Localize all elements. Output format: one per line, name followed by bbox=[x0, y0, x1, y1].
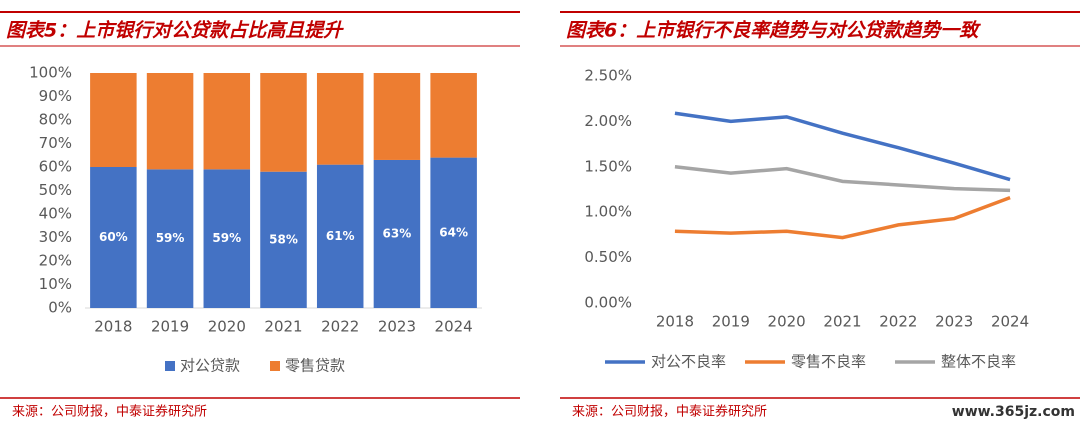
y-tick-label: 70% bbox=[39, 134, 72, 152]
x-tick-label: 2020 bbox=[208, 318, 246, 336]
chart-title: 图表6：上市银行不良率趋势与对公贷款趋势一致 bbox=[566, 20, 981, 42]
data-label: 61% bbox=[326, 229, 355, 243]
legend-label: 对公不良率 bbox=[651, 353, 726, 371]
y-tick-label: 40% bbox=[39, 205, 72, 223]
y-tick-label: 1.50% bbox=[584, 157, 632, 175]
bar-segment bbox=[316, 73, 364, 165]
bar-segment bbox=[316, 164, 364, 308]
legend-label: 对公贷款 bbox=[180, 357, 240, 375]
bar-segment bbox=[146, 169, 194, 308]
bar-segment bbox=[373, 159, 421, 308]
y-tick-label: 2.50% bbox=[584, 67, 632, 85]
y-tick-label: 0% bbox=[48, 299, 72, 317]
data-label: 63% bbox=[383, 226, 412, 240]
x-tick-label: 2024 bbox=[991, 313, 1029, 331]
y-tick-label: 10% bbox=[39, 275, 72, 293]
x-tick-label: 2021 bbox=[264, 318, 302, 336]
x-tick-label: 2018 bbox=[94, 318, 132, 336]
x-tick-label: 2019 bbox=[151, 318, 189, 336]
x-tick-label: 2019 bbox=[712, 313, 750, 331]
y-tick-label: 0.00% bbox=[584, 294, 632, 312]
x-tick-label: 2024 bbox=[435, 318, 473, 336]
bar-segment bbox=[430, 157, 477, 308]
line-series bbox=[674, 196, 1011, 240]
data-label: 64% bbox=[439, 225, 468, 239]
data-label: 58% bbox=[269, 232, 298, 246]
bar-segment bbox=[260, 171, 307, 308]
y-tick-label: 60% bbox=[39, 158, 72, 176]
bar-segment bbox=[430, 73, 477, 158]
y-tick-label: 0.50% bbox=[584, 248, 632, 266]
bar-segment bbox=[90, 167, 137, 308]
legend-label: 零售不良率 bbox=[791, 353, 866, 371]
x-tick-label: 2018 bbox=[656, 313, 694, 331]
y-tick-label: 90% bbox=[39, 87, 72, 105]
y-tick-label: 80% bbox=[39, 111, 72, 129]
data-label: 59% bbox=[156, 231, 185, 245]
x-tick-label: 2021 bbox=[823, 313, 861, 331]
bar-segment bbox=[146, 73, 194, 170]
bar-segment bbox=[90, 73, 137, 167]
legend-swatch bbox=[270, 361, 280, 371]
legend-swatch bbox=[165, 361, 175, 371]
line-series bbox=[674, 111, 1011, 182]
data-label: 59% bbox=[212, 231, 241, 245]
source: 来源：公司财报，中泰证券研究所 bbox=[12, 404, 207, 420]
y-tick-label: 2.00% bbox=[584, 112, 632, 130]
legend-label: 零售贷款 bbox=[285, 357, 345, 375]
chart-title: 图表5：上市银行对公贷款占比高且提升 bbox=[6, 20, 344, 42]
y-tick-label: 30% bbox=[39, 228, 72, 246]
bar-segment bbox=[260, 73, 307, 172]
x-tick-label: 2022 bbox=[321, 318, 359, 336]
y-tick-label: 20% bbox=[39, 252, 72, 270]
watermark: www.365jz.com bbox=[952, 404, 1075, 420]
line-series bbox=[674, 165, 1011, 193]
bar-segment bbox=[373, 73, 421, 160]
y-tick-label: 1.00% bbox=[584, 203, 632, 221]
bar-segment bbox=[203, 73, 251, 170]
y-tick-label: 100% bbox=[29, 64, 72, 82]
data-label: 60% bbox=[99, 230, 128, 244]
x-tick-label: 2023 bbox=[935, 313, 973, 331]
bar-segment bbox=[203, 169, 251, 308]
x-tick-label: 2022 bbox=[879, 313, 917, 331]
legend-label: 整体不良率 bbox=[941, 353, 1016, 371]
source: 来源：公司财报，中泰证券研究所 bbox=[572, 404, 767, 420]
x-tick-label: 2023 bbox=[378, 318, 416, 336]
x-tick-label: 2020 bbox=[768, 313, 806, 331]
y-tick-label: 50% bbox=[39, 181, 72, 199]
